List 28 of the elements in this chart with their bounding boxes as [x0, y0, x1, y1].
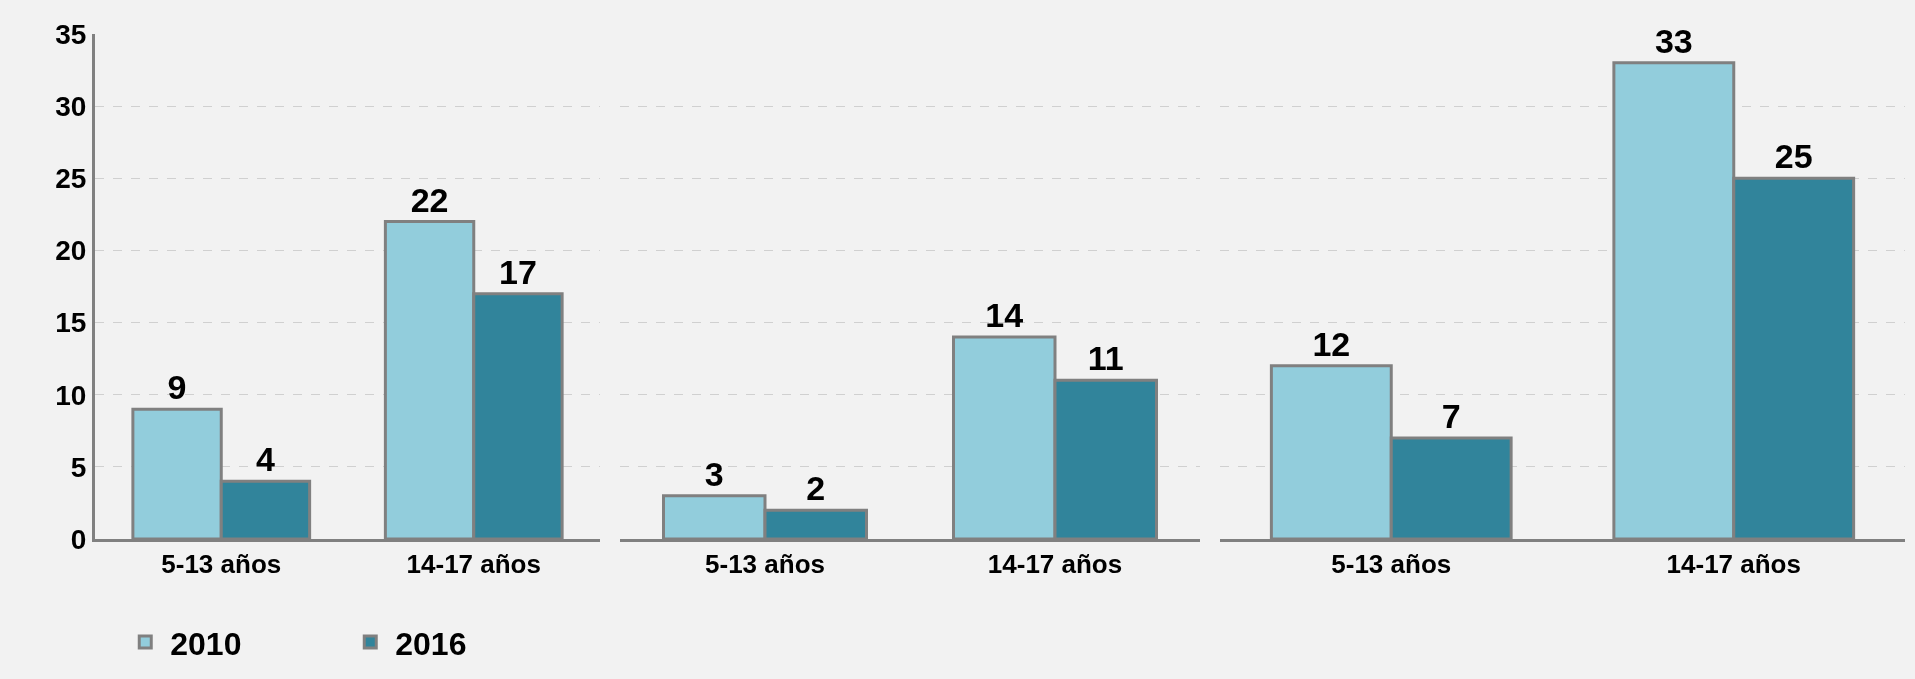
y-tick-label: 30 — [55, 90, 87, 122]
data-label: 12 — [1312, 324, 1351, 363]
x-tick-label: 5-13 años — [161, 549, 282, 580]
data-label: 17 — [499, 252, 537, 291]
data-label: 33 — [1654, 21, 1693, 60]
x-tick-label: 14-17 años — [406, 549, 541, 580]
x-tick-label: 5-13 años — [705, 549, 825, 580]
data-label: 11 — [1087, 339, 1124, 378]
y-tick-label: 35 — [55, 18, 87, 50]
y-tick-label: 10 — [55, 379, 87, 411]
data-label: 25 — [1774, 137, 1813, 176]
y-tick-label: 0 — [70, 523, 87, 555]
data-label: 4 — [255, 440, 275, 479]
y-tick-label: 15 — [55, 307, 87, 339]
data-label: 7 — [1441, 397, 1461, 435]
y-tick-label: 20 — [55, 235, 87, 267]
legend-label: 2010 — [170, 625, 242, 662]
data-label: 22 — [410, 180, 449, 219]
data-label: 14 — [985, 296, 1024, 334]
x-tick-label: 14-17 años — [1666, 549, 1801, 580]
data-label: 3 — [704, 454, 724, 493]
x-tick-label: 5-13 años — [1331, 549, 1452, 580]
data-label: 2 — [806, 469, 826, 508]
y-tick-label: 25 — [55, 163, 87, 195]
data-label: 9 — [167, 368, 187, 407]
x-tick-label: 14-17 años — [987, 549, 1123, 580]
y-tick-label: 5 — [70, 451, 87, 483]
legend-label: 2016 — [395, 625, 467, 662]
